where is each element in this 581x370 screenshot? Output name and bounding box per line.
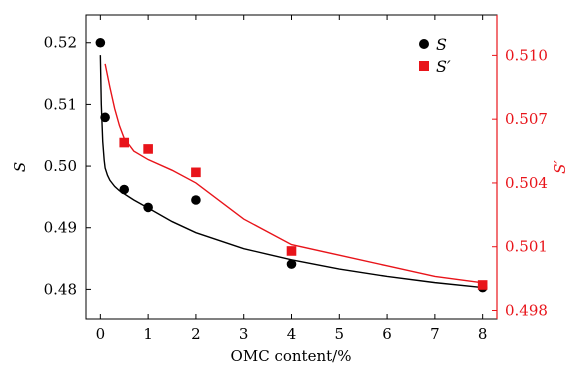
x-tick-label: 4 xyxy=(287,325,297,343)
x-axis-title: OMC content/% xyxy=(231,347,352,365)
data-point-series-2 xyxy=(119,137,130,148)
left-y-tick-label: 0.49 xyxy=(44,219,77,237)
legend: S S′ xyxy=(419,35,451,76)
legend-marker-s xyxy=(419,39,429,49)
data-point-series-1 xyxy=(100,112,110,123)
data-point-series-2 xyxy=(191,167,201,178)
fit-curve-series-2 xyxy=(104,63,483,284)
x-axis: 0 1 2 3 4 5 6 7 8 xyxy=(96,15,488,343)
x-tick-label: 2 xyxy=(191,325,201,343)
x-tick-label: 6 xyxy=(382,325,392,343)
right-y-tick-label: 0.507 xyxy=(505,110,548,128)
left-y-tick-label: 0.48 xyxy=(44,280,77,298)
legend-marker-s-prime xyxy=(419,61,429,71)
left-y-tick-label: 0.51 xyxy=(44,95,77,113)
fit-curve-series-1 xyxy=(99,55,483,289)
data-point-series-2 xyxy=(286,246,297,256)
right-y-tick-label: 0.498 xyxy=(505,301,548,319)
left-y-tick-label: 0.52 xyxy=(44,34,77,52)
right-y-axis-title: S′ xyxy=(551,160,569,174)
right-y-axis: 0.498 0.501 0.504 0.507 0.510 xyxy=(492,46,548,319)
data-point-series-1 xyxy=(191,195,201,205)
data-point-series-1 xyxy=(286,259,297,269)
x-tick-label: 0 xyxy=(96,325,106,343)
right-y-tick-label: 0.501 xyxy=(505,238,548,256)
data-point-series-2 xyxy=(143,144,153,154)
data-point-series-1 xyxy=(95,37,106,48)
left-y-axis-title: S xyxy=(11,162,29,172)
data-points xyxy=(95,37,488,293)
x-tick-label: 3 xyxy=(239,325,249,343)
data-point-series-2 xyxy=(477,280,488,290)
right-y-tick-label: 0.510 xyxy=(505,46,548,64)
x-tick-label: 5 xyxy=(335,325,345,343)
fit-curves xyxy=(99,55,483,289)
data-point-series-1 xyxy=(119,184,130,195)
legend-label-s: S xyxy=(436,35,447,54)
right-y-tick-label: 0.504 xyxy=(505,174,548,192)
x-tick-label: 7 xyxy=(430,325,440,343)
legend-label-s-prime: S′ xyxy=(436,57,451,76)
x-tick-label: 8 xyxy=(478,325,488,343)
left-y-axis: 0.48 0.49 0.50 0.51 0.52 xyxy=(44,34,91,298)
data-point-series-1 xyxy=(143,202,153,213)
left-y-tick-label: 0.50 xyxy=(44,157,77,175)
x-tick-label: 1 xyxy=(143,325,153,343)
